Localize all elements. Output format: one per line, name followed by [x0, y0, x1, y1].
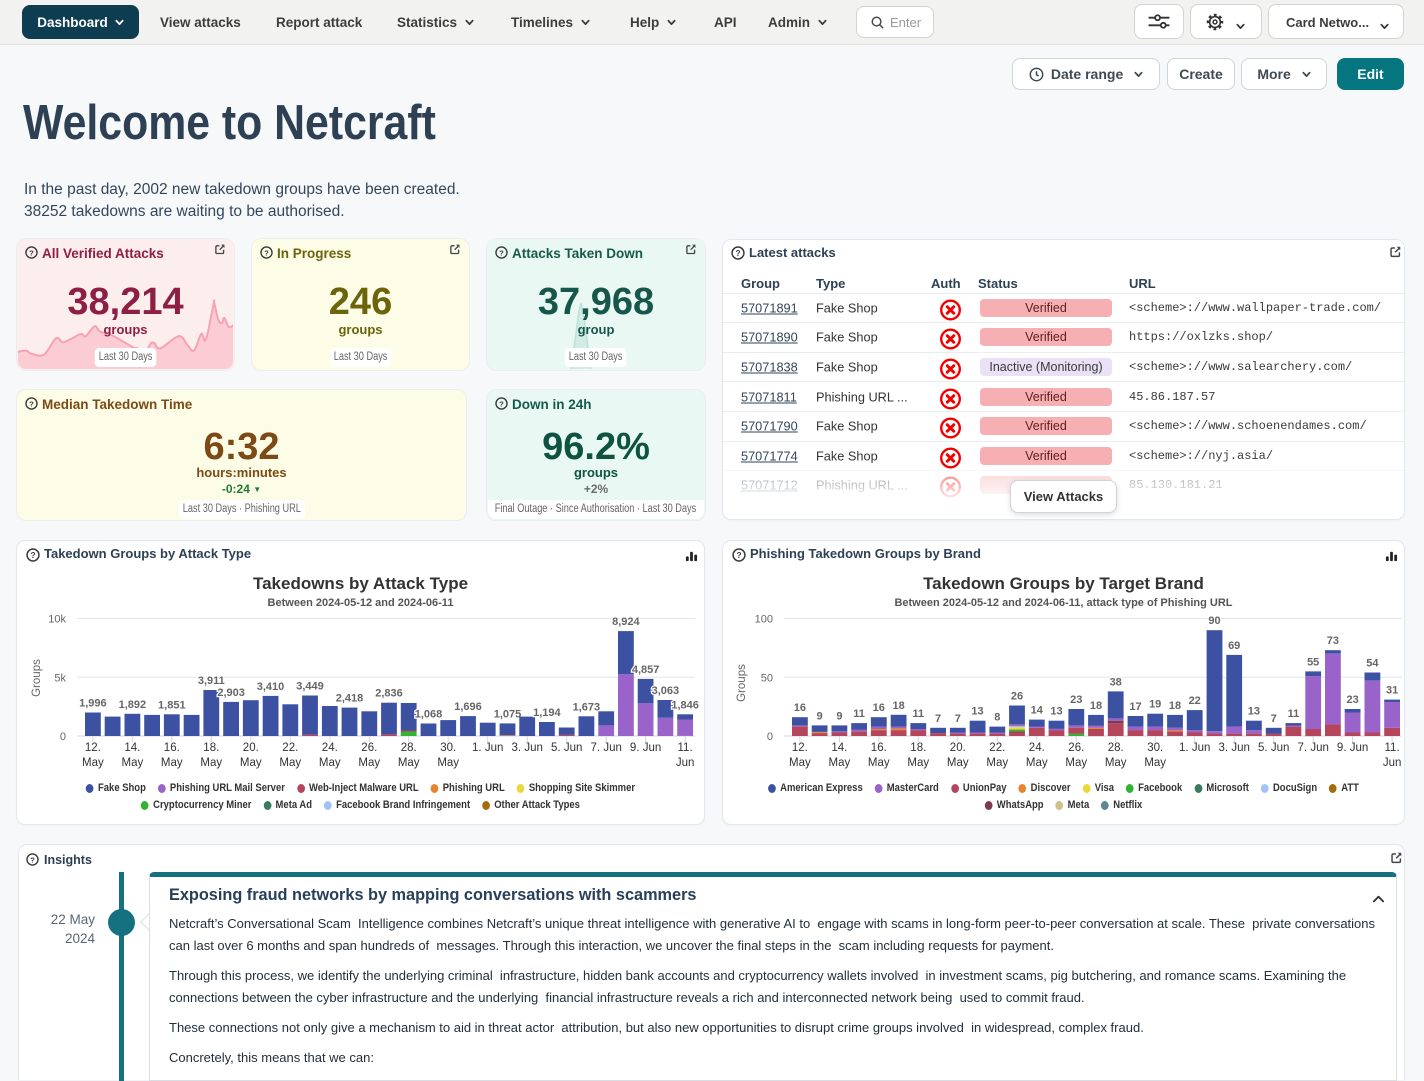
svg-text:?: ?: [736, 550, 741, 560]
svg-text:?: ?: [29, 399, 34, 408]
svg-text:?: ?: [499, 248, 504, 257]
svg-text:?: ?: [735, 248, 740, 258]
svg-text:?: ?: [499, 399, 504, 408]
svg-text:?: ?: [29, 248, 34, 257]
svg-text:?: ?: [30, 550, 35, 560]
svg-text:?: ?: [30, 855, 35, 864]
svg-text:?: ?: [264, 248, 269, 257]
